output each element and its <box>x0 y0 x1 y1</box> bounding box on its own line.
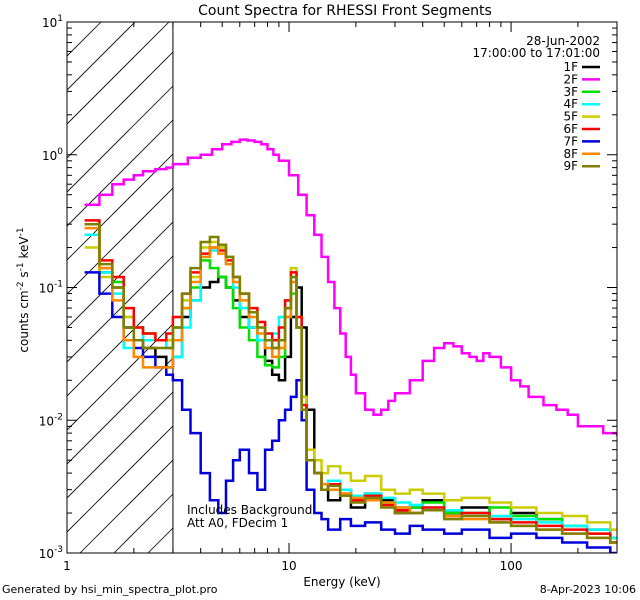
x-tick-label: 100 <box>500 559 523 573</box>
hatch-line <box>67 22 204 159</box>
generated-by-label: Generated by hsi_min_spectra_plot.pro <box>2 583 218 596</box>
legend-label-3F: 3F <box>563 85 578 99</box>
series-line-9F <box>84 222 617 544</box>
y-tick-label: 10-1 <box>39 280 63 296</box>
series-line-2F <box>84 138 617 436</box>
y-tick-label: 100 <box>42 147 63 163</box>
date-label: 28-Jun-2002 <box>526 34 600 48</box>
chart-title: Count Spectra for RHESSI Front Segments <box>198 3 492 19</box>
legend-label-7F: 7F <box>563 134 578 148</box>
legend-label-9F: 9F <box>563 159 578 173</box>
y-tick-label: 10-2 <box>39 412 63 428</box>
y-axis-label: counts cm-2 s-1 keV-1 <box>16 227 31 352</box>
y-tick-label: 101 <box>42 14 63 30</box>
time-range-label: 17:00:00 to 17:01:00 <box>473 46 600 60</box>
annotation-attenuator: Att A0, FDecim 1 <box>187 516 288 530</box>
legend-label-4F: 4F <box>563 97 578 111</box>
x-axis-label: Energy (keV) <box>303 575 380 589</box>
legend-label-1F: 1F <box>563 60 578 74</box>
x-tick-label: 1 <box>63 559 71 573</box>
legend-label-8F: 8F <box>563 147 578 161</box>
hatched-region <box>67 22 617 553</box>
hatch-line <box>67 22 238 193</box>
x-tick-label: 10 <box>281 559 296 573</box>
y-tick-label: 10-3 <box>39 545 63 561</box>
hatch-line <box>67 22 170 125</box>
footer-timestamp: 8-Apr-2023 10:06 <box>539 583 636 596</box>
annotation-background: Includes Background <box>187 503 312 517</box>
series-line-7F <box>84 271 617 553</box>
legend-label-6F: 6F <box>563 122 578 136</box>
legend-label-2F: 2F <box>563 72 578 86</box>
legend-label-5F: 5F <box>563 110 578 124</box>
